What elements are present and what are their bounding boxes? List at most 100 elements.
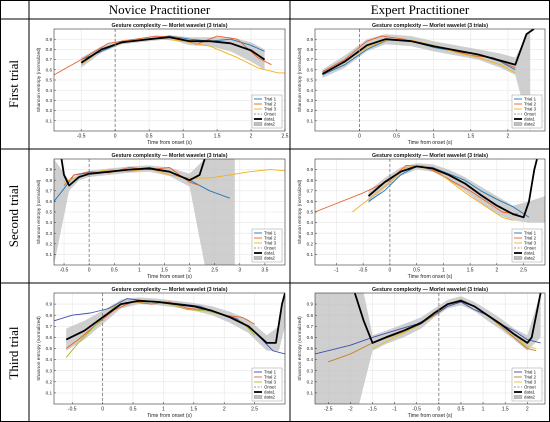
chart-title: Gesture complexity — Morlet wavelet (3 t… xyxy=(112,153,228,159)
x-tick-label: 1 xyxy=(138,268,141,274)
x-tick-label: 3 xyxy=(238,268,241,274)
y-tick-label: 0.7 xyxy=(307,324,314,329)
x-tick-label: 2.5 xyxy=(520,268,527,274)
series-line-trial-2 xyxy=(315,164,519,215)
x-tick-label: -0.5 xyxy=(68,407,77,413)
x-axis-label: Time from onset (s) xyxy=(408,140,453,146)
x-tick-label: 2.5 xyxy=(282,134,289,140)
x-tick-label: 0 xyxy=(358,134,361,140)
x-tick-label: 1.5 xyxy=(190,407,197,413)
x-tick-label: 1 xyxy=(482,407,485,413)
plot-content xyxy=(321,29,535,131)
y-axis-label: Shannon entropy (normalized) xyxy=(297,179,303,244)
y-tick-label: 0.6 xyxy=(46,335,53,340)
legend-label: Trial 3 xyxy=(524,380,537,385)
legend-label: data1 xyxy=(264,251,276,256)
legend-label: Trial 1 xyxy=(524,97,537,102)
legend-label: Trial 1 xyxy=(264,231,277,236)
x-tick-label: -1 xyxy=(392,407,397,413)
chart-expert-third: 0.1 0.2 0.3 0.4 0.5 0.6 0.7 0.8 0.9 -2.5 -2 -1.5 -1 -… xyxy=(297,287,546,419)
x-tick-label: -0.5 xyxy=(60,268,69,274)
chart-title: Gesture complexity — Morlet wavelet (3 t… xyxy=(112,23,228,29)
x-tick-label: -2.5 xyxy=(324,407,333,413)
chart-expert-second: 0.1 0.2 0.3 0.4 0.5 0.6 0.7 0.8 0.9 -1 -0.5 0 0.5 1 1.… xyxy=(297,153,546,280)
y-tick-label: 0.2 xyxy=(46,108,53,113)
y-tick-label: 0.6 xyxy=(46,199,53,204)
legend-label: Trial 3 xyxy=(264,107,277,112)
legend-label: Trial 2 xyxy=(264,236,277,241)
x-tick-label: 1 xyxy=(442,268,445,274)
legend-label: Trial 2 xyxy=(524,375,537,380)
chart-novice-first: 0.1 0.2 0.3 0.4 0.5 0.6 0.7 0.8 0.9 -0.5 0 0.5 1 1.5 2… xyxy=(36,23,289,146)
chart-title: Gesture complexity — Morlet wavelet (3 t… xyxy=(372,287,488,293)
x-tick-label: 2 xyxy=(507,134,510,140)
x-tick-label: 2 xyxy=(250,134,253,140)
x-axis-label: Time from onset (s) xyxy=(147,274,192,280)
y-axis-label: Shannon entropy (normalized) xyxy=(36,316,42,381)
y-tick-label: 0.9 xyxy=(46,37,53,42)
chart-title: Gesture complexity — Morlet wavelet (3 t… xyxy=(372,23,488,29)
y-tick-label: 0.2 xyxy=(46,379,53,384)
y-tick-label: 0.3 xyxy=(46,98,53,103)
legend-swatch-data2 xyxy=(513,256,523,260)
series-line-data1 xyxy=(60,159,206,187)
y-tick-label: 0.8 xyxy=(46,47,53,52)
x-tick-label: -0.5 xyxy=(412,407,421,413)
y-tick-label: 0.4 xyxy=(307,88,314,93)
series-line-data1 xyxy=(65,293,285,344)
x-axis-label: Time from onset (s) xyxy=(147,140,192,146)
legend-label: Trial 2 xyxy=(524,236,537,241)
x-tick-label: -0.5 xyxy=(77,134,86,140)
legend-label: Trial 3 xyxy=(264,241,277,246)
legend-label: data2 xyxy=(264,256,276,261)
y-tick-label: 0.5 xyxy=(46,346,53,351)
y-tick-label: 0.9 xyxy=(46,302,53,307)
x-tick-label: -1 xyxy=(334,268,339,274)
y-tick-label: 0.9 xyxy=(307,302,314,307)
legend-label: Onset xyxy=(524,246,536,251)
legend-label: data2 xyxy=(524,122,536,127)
legend-label: data2 xyxy=(524,256,536,261)
chart-novice-second: 0.1 0.2 0.3 0.4 0.5 0.6 0.7 0.8 0.9 -0.5 0 0.5 1 1.5 2… xyxy=(36,153,286,280)
y-axis-label: Shannon entropy (normalized) xyxy=(36,179,42,244)
legend-swatch-data2 xyxy=(513,395,523,399)
y-tick-label: 0.2 xyxy=(46,241,53,246)
x-tick-label: 1.5 xyxy=(161,268,168,274)
y-tick-label: 0.1 xyxy=(307,118,314,123)
x-tick-label: 0.5 xyxy=(413,268,420,274)
series-line-data1 xyxy=(353,293,542,344)
legend-label: Onset xyxy=(264,385,276,390)
series-line-trial-2 xyxy=(54,35,272,76)
legend-label: Trial 3 xyxy=(264,380,277,385)
y-tick-label: 0.7 xyxy=(46,324,53,329)
x-tick-label: 2 xyxy=(223,407,226,413)
y-tick-label: 0.7 xyxy=(46,188,53,193)
series-line-trial-3 xyxy=(352,164,514,221)
y-tick-label: 0.3 xyxy=(46,231,53,236)
column-header-expert: Expert Practitioner xyxy=(370,2,470,17)
legend-label: data1 xyxy=(524,390,536,395)
column-header-novice: Novice Practitioner xyxy=(108,2,211,17)
x-tick-label: 2.5 xyxy=(251,407,258,413)
y-tick-label: 0.1 xyxy=(307,252,314,257)
y-tick-label: 0.3 xyxy=(307,98,314,103)
y-tick-label: 0.8 xyxy=(307,178,314,183)
y-tick-label: 0.6 xyxy=(307,199,314,204)
y-tick-label: 0.1 xyxy=(46,252,53,257)
y-tick-label: 0.4 xyxy=(307,220,314,225)
x-tick-label: 1 xyxy=(162,407,165,413)
legend-label: data1 xyxy=(264,117,276,122)
x-tick-label: 0.5 xyxy=(130,407,137,413)
legend-label: data2 xyxy=(524,395,536,400)
x-tick-label: 0 xyxy=(388,268,391,274)
y-tick-label: 0.6 xyxy=(46,67,53,72)
y-tick-label: 0.4 xyxy=(307,357,314,362)
legend-label: Trial 2 xyxy=(524,102,537,107)
legend-label: data1 xyxy=(264,390,276,395)
x-tick-label: 3.5 xyxy=(261,268,268,274)
y-tick-label: 0.7 xyxy=(307,57,314,62)
